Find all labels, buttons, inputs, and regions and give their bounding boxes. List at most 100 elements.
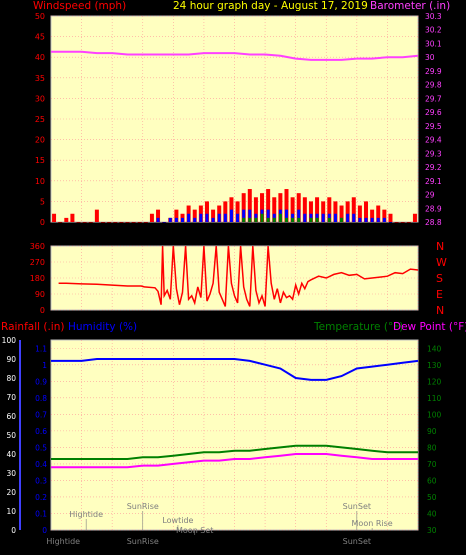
wind-y-tick: 20 bbox=[35, 136, 45, 145]
wind-bar-speed bbox=[315, 197, 320, 222]
wind-bar-speed bbox=[412, 213, 417, 222]
wind-bar-gust bbox=[236, 213, 240, 222]
rainfall-y-tick: 0.9 bbox=[35, 377, 47, 386]
event-label: SunSet bbox=[343, 502, 371, 511]
humidity-y-tick: 20 bbox=[6, 488, 16, 497]
wind-bar-speed bbox=[351, 197, 356, 222]
wind-bar-speed bbox=[70, 213, 75, 222]
wind-y-tick: 25 bbox=[35, 115, 45, 124]
wind-bar-speed bbox=[223, 201, 228, 222]
wind-bar-speed bbox=[308, 201, 313, 222]
wind-bar-gust bbox=[187, 213, 191, 222]
chart-title: 24 hour graph day - August 17, 2019 bbox=[173, 0, 368, 12]
wind-x-tick: 22 bbox=[382, 229, 392, 238]
wind-bar-speed bbox=[278, 193, 283, 222]
wind-bar-speed bbox=[266, 189, 271, 222]
wind-bar-average bbox=[260, 213, 264, 222]
rainfall-y-tick: 0.1 bbox=[35, 509, 47, 518]
wind-bar-gust bbox=[217, 213, 221, 222]
wind-bar-speed bbox=[88, 222, 93, 223]
wind-bar-average bbox=[248, 217, 252, 222]
wind-x-tick: 10 bbox=[199, 229, 209, 238]
wind-y-tick: 0 bbox=[40, 218, 45, 227]
wind-bar-speed bbox=[302, 197, 307, 222]
barometer-y-tick: 28.8 bbox=[425, 218, 442, 227]
temperature-y-tick: 50 bbox=[427, 493, 437, 502]
wind-bar-speed bbox=[253, 197, 258, 222]
humidity-x-tick: 02 bbox=[76, 537, 86, 546]
temperature-axis-label: Temperature (°F) bbox=[313, 321, 403, 333]
wind-bar-speed bbox=[235, 201, 240, 222]
wind-bar-speed bbox=[241, 193, 246, 222]
wind-bar-gust bbox=[248, 209, 252, 222]
dewpoint-line bbox=[51, 453, 418, 469]
wind-bar-speed bbox=[58, 222, 63, 223]
wind-bar-gust bbox=[321, 213, 325, 222]
humidity-y-tick: 100 bbox=[2, 336, 17, 345]
temperature-y-tick: 90 bbox=[427, 427, 437, 436]
compass-label: W bbox=[436, 256, 447, 269]
humidity-x-tick: 12 bbox=[229, 537, 239, 546]
barometer-y-tick: 30.3 bbox=[425, 12, 442, 21]
wind-bar-gust bbox=[205, 213, 209, 222]
dewpoint-axis-label: Dew Point (°F) bbox=[393, 321, 466, 333]
temperature-y-tick: 40 bbox=[427, 509, 437, 518]
wind-bar-gust bbox=[297, 209, 301, 222]
humidity-x-tick: 14 bbox=[260, 537, 270, 546]
wind-bar-gust bbox=[303, 213, 307, 222]
humidity-x-tick: 18 bbox=[321, 537, 331, 546]
wind-bar-average bbox=[340, 217, 344, 222]
wind-y-tick: 50 bbox=[35, 12, 45, 21]
humidity-y-tick: 10 bbox=[6, 507, 16, 516]
temperature-y-tick: 140 bbox=[427, 344, 442, 353]
humidity-x-tick: 22 bbox=[382, 537, 392, 546]
wind-bar-speed bbox=[406, 222, 411, 223]
wind-bar-gust bbox=[382, 217, 386, 222]
compass-label: E bbox=[436, 288, 443, 301]
event-label: Hightide bbox=[69, 510, 103, 519]
wind-bar-speed bbox=[321, 201, 326, 222]
humidity-y-tick: 60 bbox=[6, 412, 16, 421]
temperature-y-tick: 130 bbox=[427, 361, 442, 370]
wind-bar-gust bbox=[358, 217, 362, 222]
wind-bar-gust bbox=[242, 209, 246, 222]
event-label: Lowtide bbox=[162, 516, 193, 525]
wind-bar-speed bbox=[290, 197, 295, 222]
wind-bar-speed bbox=[272, 197, 277, 222]
barometer-y-tick: 30.2 bbox=[425, 26, 442, 35]
rainfall-y-tick: 0 bbox=[42, 526, 47, 535]
rainfall-y-tick: 0.7 bbox=[35, 410, 47, 419]
rainfall-y-tick: 0.4 bbox=[35, 460, 47, 469]
wind-bar-gust bbox=[266, 209, 270, 222]
temperature-y-tick: 70 bbox=[427, 460, 437, 469]
humidity-x-tick: 10 bbox=[199, 537, 209, 546]
temperature-y-tick: 60 bbox=[427, 476, 437, 485]
barometer-y-tick: 29 bbox=[425, 191, 435, 200]
wind-bar-average bbox=[284, 217, 288, 222]
barometer-y-tick: 29.8 bbox=[425, 81, 442, 90]
wind-y-tick: 30 bbox=[35, 94, 45, 103]
windspeed-axis-label: Windspeed (mph) bbox=[33, 0, 126, 12]
rainfall-y-tick: 1 bbox=[42, 361, 47, 370]
barometer-y-tick: 29.2 bbox=[425, 163, 442, 172]
barometer-y-tick: 30 bbox=[425, 53, 435, 62]
wind-x-tick: 00 bbox=[413, 229, 423, 238]
wind-bar-average bbox=[254, 217, 258, 222]
wind-bar-speed bbox=[137, 222, 142, 223]
humidity-y-tick: 0 bbox=[11, 526, 16, 535]
wind-bar-speed bbox=[400, 222, 405, 223]
wind-bar-speed bbox=[296, 193, 301, 222]
wind-bar-gust bbox=[388, 222, 392, 223]
wind-bar-speed bbox=[64, 217, 69, 222]
wind-bar-speed bbox=[52, 213, 57, 222]
direction-y-tick: 90 bbox=[35, 290, 45, 299]
rainfall-y-tick: 0.8 bbox=[35, 394, 47, 403]
wind-bar-gust bbox=[333, 213, 337, 222]
wind-y-tick: 5 bbox=[40, 197, 45, 206]
wind-bar-speed bbox=[100, 222, 105, 223]
wind-bar-gust bbox=[284, 209, 288, 222]
wind-bar-speed bbox=[357, 205, 362, 222]
event-axis-label: Hightide bbox=[46, 537, 80, 546]
barometer-y-tick: 29.3 bbox=[425, 149, 442, 158]
